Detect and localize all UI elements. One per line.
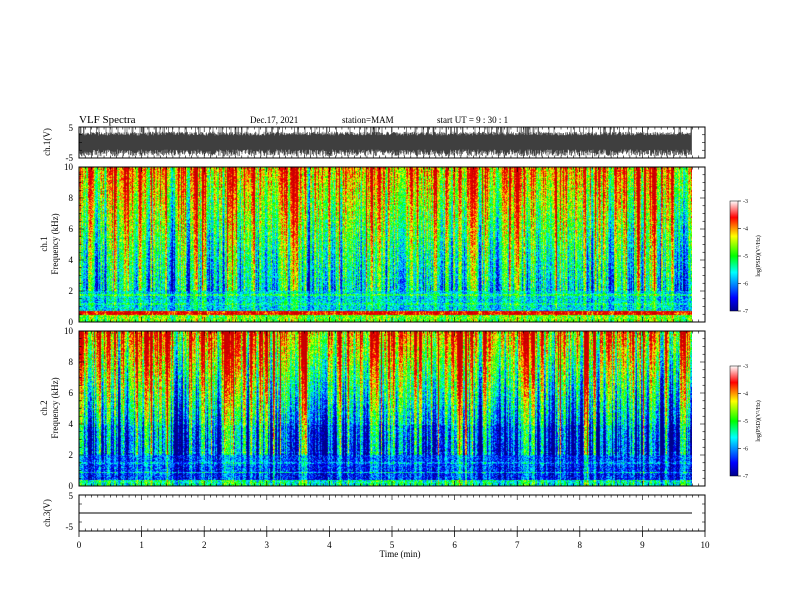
- colorbar-tick-label: -5: [743, 254, 748, 260]
- time-axis-ticks: 0 1 2 3 4 5 6 7 8 9 10: [77, 531, 710, 550]
- freq-tick-label: 6: [69, 224, 74, 234]
- time-minor-ticks: [78, 126, 706, 532]
- colorbar-tick-label: -3: [743, 199, 748, 205]
- freq-tick-label: 8: [69, 193, 74, 203]
- freq-tick-label: 2: [69, 450, 74, 460]
- ch3-ytick-top: 5: [69, 491, 74, 501]
- time-tick-label: 7: [515, 540, 520, 550]
- ch1-freq-ticks: 0 2 4 6 8 10: [64, 162, 705, 327]
- ch1-waveform-ylabel: ch.1(V): [42, 128, 52, 156]
- freq-tick-label: 2: [69, 286, 74, 296]
- time-tick-label: 6: [452, 540, 457, 550]
- freq-tick-label: 0: [69, 481, 74, 491]
- colorbar-tick-label: -3: [743, 364, 748, 370]
- ch2-spectrogram-image: [79, 331, 692, 486]
- colorbar-tick-label: -6: [743, 447, 748, 453]
- colorbar-tick-label: -6: [743, 282, 748, 288]
- ch2-colorbar-scale: [729, 365, 739, 477]
- ch2-spectrogram-ylabel-frequency: Frequency (kHz): [50, 377, 60, 438]
- ch1-colorbar-label: log(PSD)(V²/Hz): [755, 235, 762, 276]
- figure-station: station=MAM: [342, 115, 394, 125]
- figure-start-time: start UT = 9 : 30 : 1: [437, 115, 508, 125]
- ch1-spectrogram-image: [79, 167, 692, 322]
- time-tick-label: 5: [390, 540, 395, 550]
- ch2-spectrogram-ylabel-channel: ch.2: [39, 400, 49, 415]
- time-axis-label: Time (min): [380, 549, 421, 559]
- ch2-freq-ticks: 0 2 4 6 8 10: [64, 326, 705, 491]
- ch2-spectrogram-panel: 0 2 4 6 8 10 ch.2 Frequency (kHz): [39, 326, 706, 491]
- time-tick-label: 4: [327, 540, 332, 550]
- time-tick-label: 3: [265, 540, 270, 550]
- ch1-spectrogram-panel: 0 2 4 6 8 10 ch.1 Frequency (kHz): [39, 162, 706, 327]
- time-tick-label: 8: [578, 540, 583, 550]
- figure-title: VLF Spectra: [79, 114, 136, 126]
- freq-tick-label: 0: [69, 317, 74, 327]
- freq-tick-label: 10: [64, 162, 74, 172]
- ch1-spectrogram-ylabel-frequency: Frequency (kHz): [50, 213, 60, 274]
- ch1-colorbar-scale: [729, 200, 739, 312]
- colorbar-tick-label: -7: [743, 309, 748, 315]
- freq-tick-label: 10: [64, 326, 74, 336]
- time-tick-label: 2: [202, 540, 207, 550]
- freq-tick-label: 6: [69, 388, 74, 398]
- ch1-ytick-bottom: -5: [66, 153, 74, 163]
- freq-tick-label: 4: [69, 255, 74, 265]
- time-tick-label: 0: [77, 540, 82, 550]
- ch2-colorbar-label: log(PSD)(V²/Hz): [755, 400, 762, 441]
- ch2-colorbar-ticks: -7 -6 -5 -4 -3: [738, 364, 748, 480]
- ch1-colorbar-ticks: -7 -6 -5 -4 -3: [738, 199, 748, 315]
- ch1-spectrogram-ylabel-channel: ch.1: [39, 236, 49, 251]
- ch1-waveform-line: [78, 127, 692, 157]
- time-tick-label: 10: [701, 540, 711, 550]
- figure-date: Dec.17, 2021: [250, 115, 298, 125]
- freq-tick-label: 4: [69, 419, 74, 429]
- ch3-ytick-bottom: -5: [66, 522, 74, 532]
- ch2-colorbar: -7 -6 -5 -4 -3 log(PSD)(V²/Hz): [729, 364, 762, 480]
- colorbar-tick-label: -4: [743, 392, 748, 398]
- time-tick-label: 9: [640, 540, 645, 550]
- ch1-colorbar: -7 -6 -5 -4 -3 log(PSD)(V²/Hz): [729, 199, 762, 315]
- colorbar-tick-label: -4: [743, 227, 748, 233]
- freq-tick-label: 8: [69, 357, 74, 367]
- time-tick-label: 1: [139, 540, 144, 550]
- ch1-waveform-trace: [78, 127, 692, 157]
- ch3-waveform-ylabel: ch.3(V): [42, 499, 52, 527]
- colorbar-tick-label: -7: [743, 474, 748, 480]
- colorbar-tick-label: -5: [743, 419, 748, 425]
- ch1-ytick-top: 5: [69, 123, 74, 133]
